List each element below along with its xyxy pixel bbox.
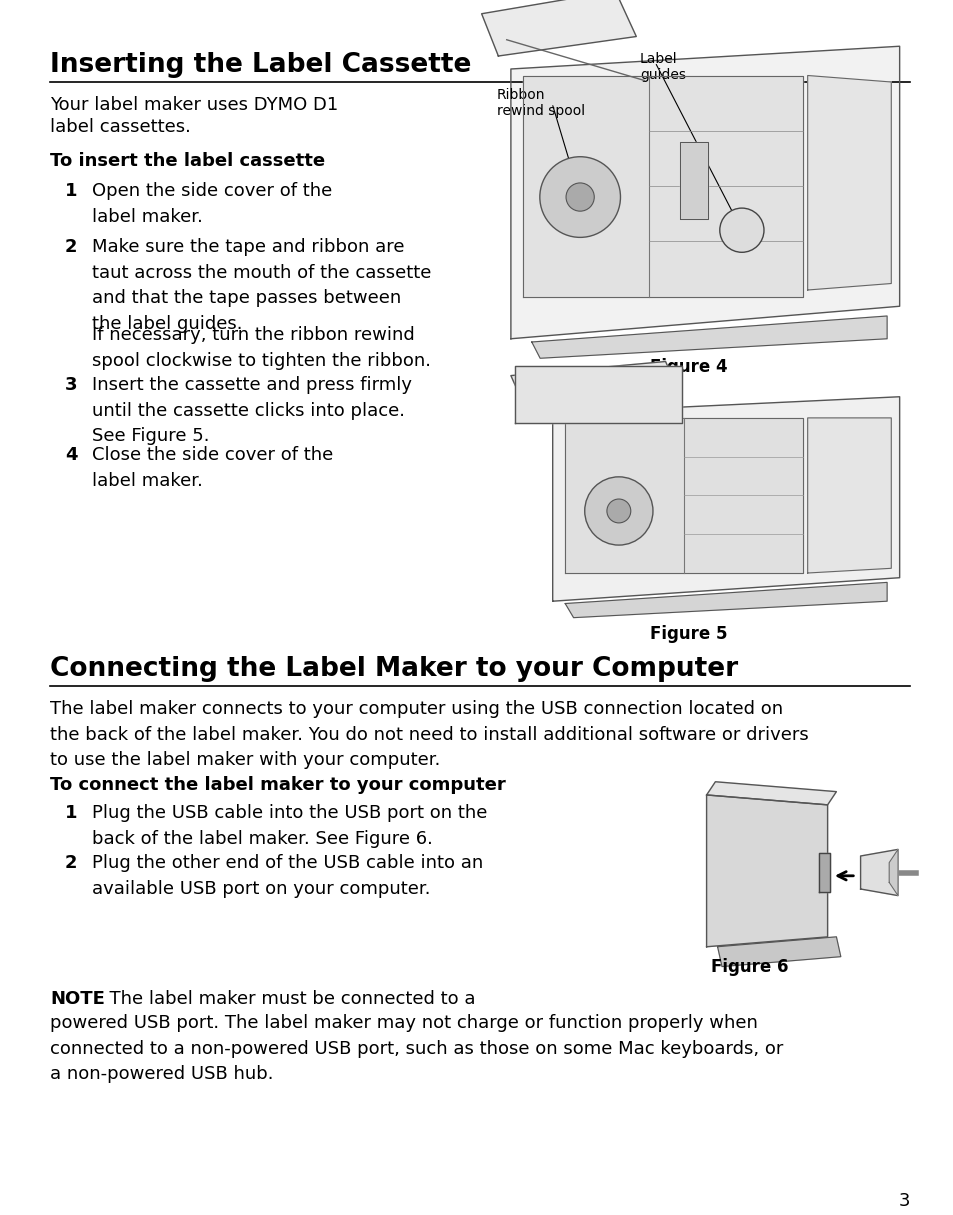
Text: Plug the other end of the USB cable into an
available USB port on your computer.: Plug the other end of the USB cable into… xyxy=(91,854,483,898)
Polygon shape xyxy=(818,853,829,892)
Text: Figure 5: Figure 5 xyxy=(650,625,727,643)
Text: Open the side cover of the
label maker.: Open the side cover of the label maker. xyxy=(91,182,332,226)
Circle shape xyxy=(565,183,594,211)
Polygon shape xyxy=(564,418,802,573)
Polygon shape xyxy=(481,0,636,56)
Polygon shape xyxy=(515,366,681,423)
Text: 1: 1 xyxy=(65,182,77,200)
Polygon shape xyxy=(564,582,886,617)
Text: The label maker connects to your computer using the USB connection located on
th: The label maker connects to your compute… xyxy=(50,700,808,769)
Polygon shape xyxy=(888,849,897,895)
Circle shape xyxy=(584,476,652,546)
Polygon shape xyxy=(807,418,890,573)
Polygon shape xyxy=(523,75,802,296)
Text: 2: 2 xyxy=(65,854,77,872)
Polygon shape xyxy=(706,795,827,946)
Text: If necessary, turn the ribbon rewind
spool clockwise to tighten the ribbon.: If necessary, turn the ribbon rewind spo… xyxy=(91,326,431,369)
Text: Close the side cover of the
label maker.: Close the side cover of the label maker. xyxy=(91,446,333,490)
Text: Plug the USB cable into the USB port on the
back of the label maker. See Figure : Plug the USB cable into the USB port on … xyxy=(91,804,487,848)
Text: Figure 4: Figure 4 xyxy=(650,358,727,375)
Text: Insert the cassette and press firmly
until the cassette clicks into place.
See F: Insert the cassette and press firmly unt… xyxy=(91,375,412,446)
Polygon shape xyxy=(706,781,836,804)
Text: 4: 4 xyxy=(65,446,77,464)
Text: powered USB port. The label maker may not charge or function properly when
conne: powered USB port. The label maker may no… xyxy=(50,1015,782,1084)
Text: Your label maker uses DYMO D1: Your label maker uses DYMO D1 xyxy=(50,96,338,114)
Text: 1: 1 xyxy=(65,804,77,823)
Polygon shape xyxy=(511,46,899,339)
Text: NOTE: NOTE xyxy=(50,990,105,1008)
Polygon shape xyxy=(552,397,899,601)
Text: The label maker must be connected to a: The label maker must be connected to a xyxy=(98,990,475,1008)
Polygon shape xyxy=(807,75,890,290)
Text: 2: 2 xyxy=(65,238,77,256)
Polygon shape xyxy=(860,849,897,895)
Text: Make sure the tape and ribbon are
taut across the mouth of the cassette
and that: Make sure the tape and ribbon are taut a… xyxy=(91,238,431,333)
Text: Ribbon
rewind spool: Ribbon rewind spool xyxy=(497,87,584,118)
Text: 3: 3 xyxy=(898,1192,909,1210)
Circle shape xyxy=(606,499,630,522)
Text: Label
guides: Label guides xyxy=(639,52,685,83)
Text: Connecting the Label Maker to your Computer: Connecting the Label Maker to your Compu… xyxy=(50,656,738,682)
Circle shape xyxy=(539,157,619,237)
Polygon shape xyxy=(531,316,886,358)
Text: Inserting the Label Cassette: Inserting the Label Cassette xyxy=(50,52,471,78)
Text: To insert the label cassette: To insert the label cassette xyxy=(50,152,325,170)
Text: label cassettes.: label cassettes. xyxy=(50,118,191,136)
Text: Figure 6: Figure 6 xyxy=(711,957,788,976)
Text: To connect the label maker to your computer: To connect the label maker to your compu… xyxy=(50,776,505,793)
Polygon shape xyxy=(717,937,840,967)
Polygon shape xyxy=(511,362,678,403)
Text: 3: 3 xyxy=(65,375,77,394)
Polygon shape xyxy=(679,142,707,219)
Circle shape xyxy=(719,208,763,253)
